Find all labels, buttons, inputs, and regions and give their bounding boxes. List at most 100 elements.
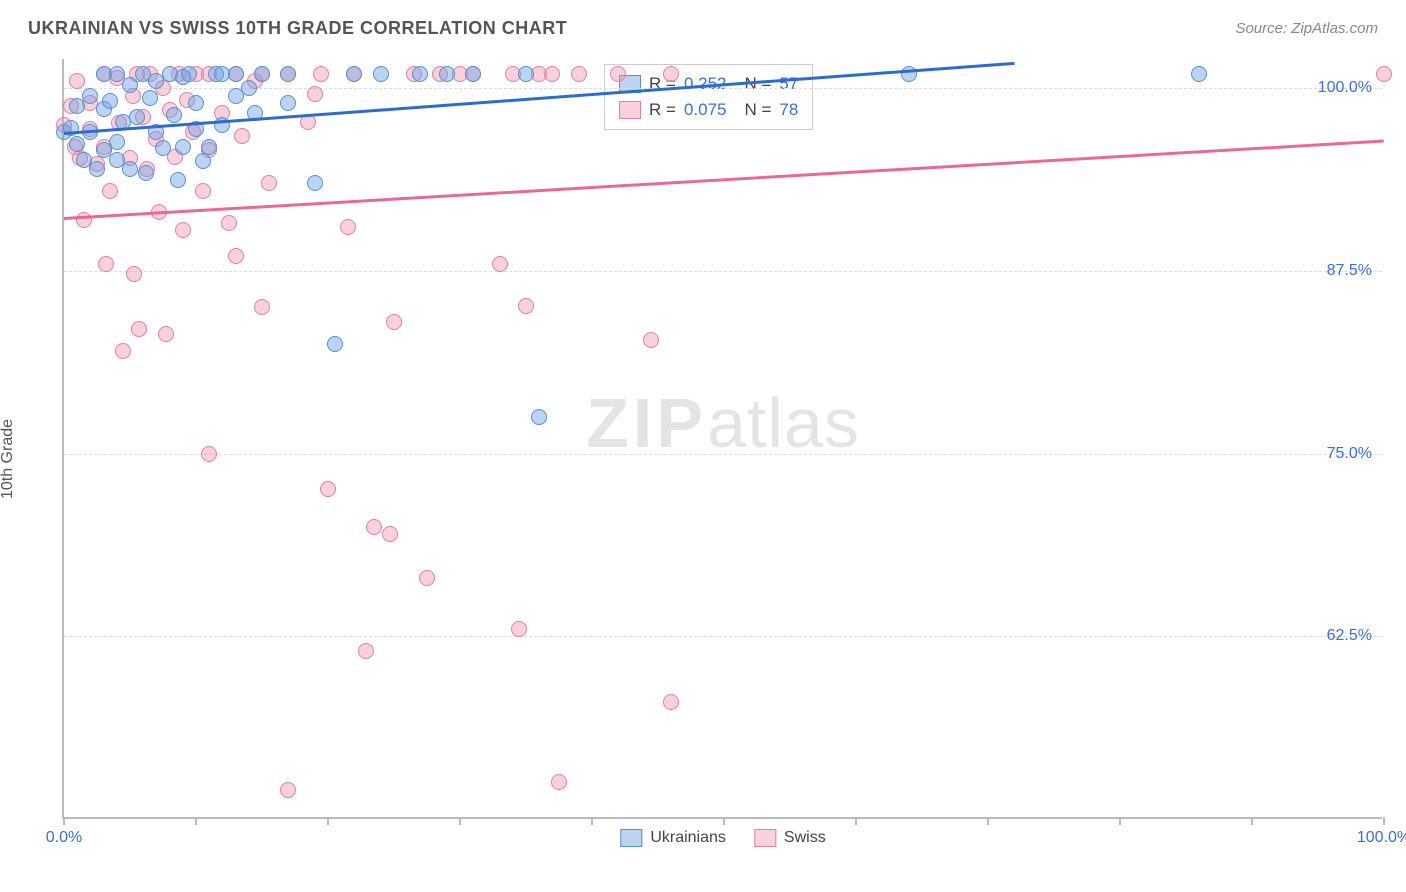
gridline	[64, 271, 1382, 272]
data-point	[511, 621, 527, 637]
data-point	[201, 446, 217, 462]
data-point	[181, 66, 197, 82]
data-point	[419, 570, 435, 586]
data-point	[280, 95, 296, 111]
x-tick	[327, 817, 329, 825]
data-point	[126, 266, 142, 282]
data-point	[643, 332, 659, 348]
y-tick-label: 100.0%	[1318, 79, 1372, 97]
data-point	[109, 134, 125, 150]
x-tick-label: 100.0%	[1357, 829, 1406, 847]
x-tick	[855, 817, 857, 825]
data-point	[89, 161, 105, 177]
x-tick	[1251, 817, 1253, 825]
data-point	[373, 66, 389, 82]
y-tick-label: 87.5%	[1327, 262, 1372, 280]
data-point	[138, 165, 154, 181]
data-point	[155, 140, 171, 156]
data-point	[166, 107, 182, 123]
x-tick-label: 0.0%	[46, 829, 82, 847]
y-tick-label: 62.5%	[1327, 627, 1372, 645]
x-tick	[195, 817, 197, 825]
data-point	[129, 109, 145, 125]
data-point	[76, 212, 92, 228]
data-point	[195, 153, 211, 169]
gridline	[64, 88, 1382, 89]
y-tick-label: 75.0%	[1327, 445, 1372, 463]
data-point	[175, 222, 191, 238]
data-point	[412, 66, 428, 82]
data-point	[610, 66, 626, 82]
data-point	[280, 66, 296, 82]
data-point	[313, 66, 329, 82]
x-tick	[459, 817, 461, 825]
chart-title: UKRAINIAN VS SWISS 10TH GRADE CORRELATIO…	[28, 18, 567, 39]
data-point	[142, 90, 158, 106]
data-point	[188, 95, 204, 111]
gridline	[64, 636, 1382, 637]
data-point	[122, 77, 138, 93]
plot-area: ZIPatlas R = 0.252N = 57R = 0.075N = 78 …	[62, 59, 1382, 819]
data-point	[98, 256, 114, 272]
x-tick	[723, 817, 725, 825]
chart-container: 10th Grade ZIPatlas R = 0.252N = 57R = 0…	[0, 49, 1406, 869]
data-point	[228, 66, 244, 82]
data-point	[544, 66, 560, 82]
data-point	[82, 88, 98, 104]
data-point	[69, 136, 85, 152]
data-point	[115, 343, 131, 359]
x-tick	[63, 817, 65, 825]
legend-item-ukrainians: Ukrainians	[620, 829, 726, 847]
legend-swatch	[619, 101, 641, 119]
data-point	[518, 66, 534, 82]
data-point	[901, 66, 917, 82]
data-point	[69, 98, 85, 114]
x-tick	[591, 817, 593, 825]
data-point	[307, 175, 323, 191]
data-point	[221, 215, 237, 231]
stats-row: R = 0.075N = 78	[619, 97, 798, 123]
data-point	[201, 139, 217, 155]
data-point	[518, 298, 534, 314]
data-point	[1376, 66, 1392, 82]
data-point	[663, 66, 679, 82]
data-point	[382, 526, 398, 542]
data-point	[465, 66, 481, 82]
data-point	[663, 694, 679, 710]
data-point	[439, 66, 455, 82]
gridline	[64, 454, 1382, 455]
data-point	[261, 175, 277, 191]
data-point	[158, 326, 174, 342]
data-point	[170, 172, 186, 188]
data-point	[571, 66, 587, 82]
x-tick	[987, 817, 989, 825]
data-point	[122, 161, 138, 177]
legend-swatch	[620, 829, 642, 847]
data-point	[492, 256, 508, 272]
data-point	[102, 183, 118, 199]
data-point	[234, 128, 250, 144]
data-point	[1191, 66, 1207, 82]
data-point	[254, 66, 270, 82]
data-point	[195, 183, 211, 199]
legend-swatch	[754, 829, 776, 847]
data-point	[340, 219, 356, 235]
x-tick	[1119, 817, 1121, 825]
data-point	[307, 86, 323, 102]
watermark: ZIPatlas	[586, 383, 860, 463]
data-point	[327, 336, 343, 352]
source-attribution: Source: ZipAtlas.com	[1235, 20, 1378, 37]
series-legend: Ukrainians Swiss	[620, 829, 825, 847]
data-point	[386, 314, 402, 330]
data-point	[241, 80, 257, 96]
data-point	[551, 774, 567, 790]
data-point	[346, 66, 362, 82]
legend-item-swiss: Swiss	[754, 829, 826, 847]
y-axis-label: 10th Grade	[0, 419, 17, 499]
data-point	[280, 782, 296, 798]
data-point	[131, 321, 147, 337]
data-point	[254, 299, 270, 315]
data-point	[109, 66, 125, 82]
data-point	[175, 139, 191, 155]
data-point	[102, 93, 118, 109]
